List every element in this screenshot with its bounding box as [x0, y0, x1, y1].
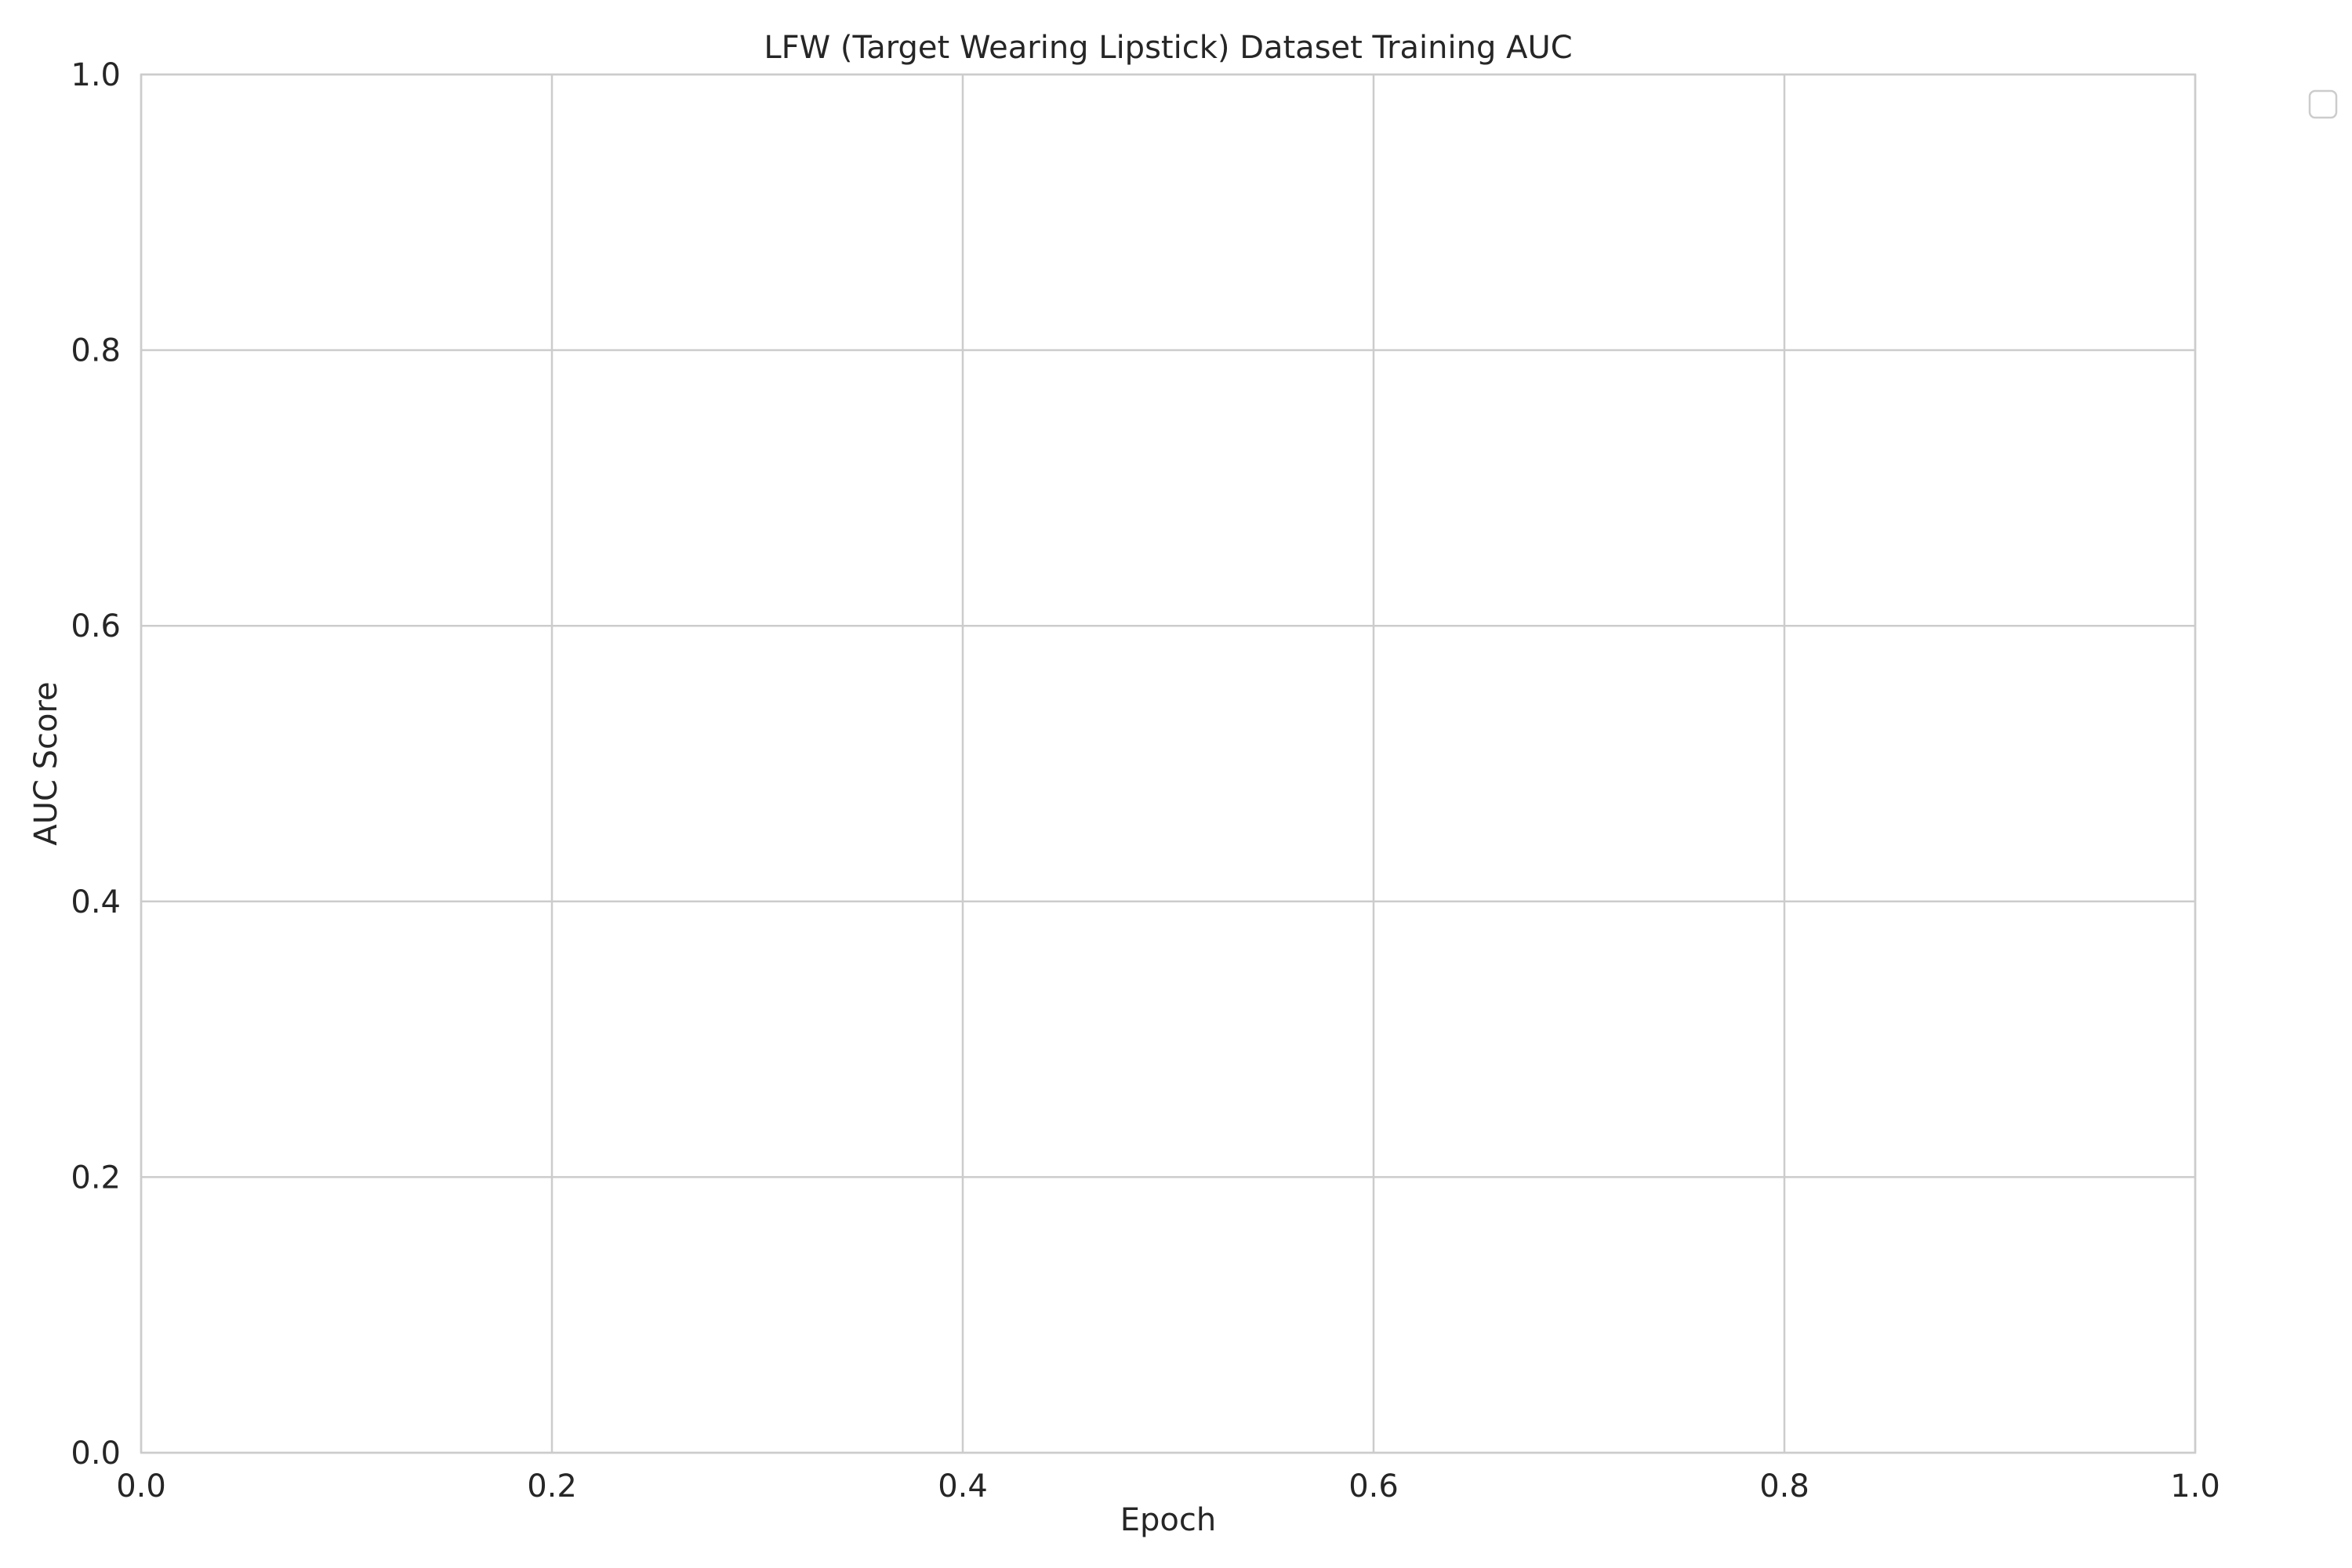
x-axis-label: Epoch	[1120, 1502, 1216, 1538]
x-tick-label: 0.2	[527, 1468, 577, 1504]
y-tick-labels: 0.0 0.2 0.4 0.6 0.8 1.0	[71, 57, 121, 1472]
plot-area-frame	[140, 73, 2197, 1454]
y-tick-label: 0.8	[71, 333, 121, 369]
x-tick-label: 0.6	[1348, 1468, 1399, 1504]
y-tick-label: 0.4	[71, 884, 121, 920]
x-tick-label: 0.0	[116, 1468, 166, 1504]
y-tick-label: 0.0	[71, 1436, 121, 1472]
x-tick-label: 1.0	[2170, 1468, 2220, 1504]
x-tick-labels: 0.0 0.2 0.4 0.6 0.8 1.0	[116, 1468, 2220, 1504]
y-tick-label: 0.2	[71, 1160, 121, 1196]
legend	[2308, 89, 2338, 119]
y-tick-label: 1.0	[71, 57, 121, 93]
y-tick-label: 0.6	[71, 608, 121, 644]
x-tick-label: 0.4	[938, 1468, 988, 1504]
x-tick-label: 0.8	[1759, 1468, 1809, 1504]
chart-title: LFW (Target Wearing Lipstick) Dataset Tr…	[764, 30, 1572, 66]
y-axis-label: AUC Score	[28, 681, 64, 845]
